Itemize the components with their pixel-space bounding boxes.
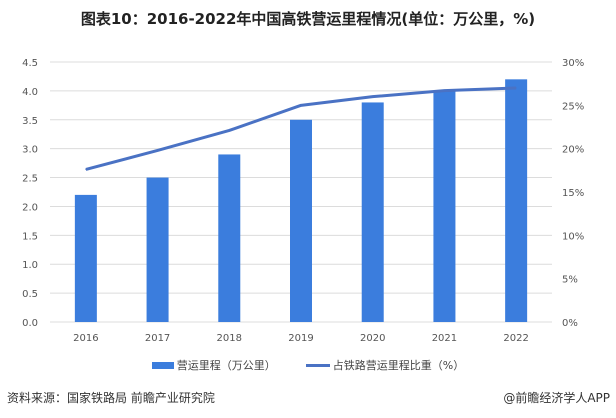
right-axis-tick: 10% (562, 231, 584, 242)
chart-title: 图表10：2016-2022年中国高铁营运里程情况(单位：万公里，%) (80, 10, 536, 28)
left-axis-tick: 3.0 (22, 145, 38, 156)
line-point-2020 (372, 96, 374, 98)
bar-2018 (218, 154, 241, 322)
left-axis-tick: 2.0 (22, 202, 38, 213)
line-point-2016 (85, 168, 87, 170)
left-axis-tick: 3.5 (22, 116, 38, 127)
legend-label-line: 占铁路营运里程比重（%） (332, 359, 465, 372)
x-axis-tick: 2021 (432, 333, 457, 344)
x-axis-tick: 2017 (145, 333, 170, 344)
legend-swatch-line (305, 363, 330, 367)
right-axis-tick: 20% (562, 145, 584, 156)
bar-2016 (74, 194, 97, 322)
line-point-2022 (515, 87, 517, 89)
legend-item-bar: 营运里程（万公里） (151, 357, 276, 373)
source-note: 资料来源：国家铁路局 前瞻产业研究院 (7, 391, 215, 405)
left-axis-tick: 4.5 (22, 58, 38, 69)
left-axis-tick: 1.0 (22, 260, 38, 271)
line-point-2017 (157, 149, 159, 151)
bar-2019 (290, 119, 312, 323)
right-axis-tick: 30% (562, 58, 584, 69)
x-axis-tick: 2016 (73, 333, 98, 344)
legend-swatch-bar (151, 361, 174, 369)
left-axis-tick: 2.5 (22, 174, 38, 185)
x-axis-tick: 2019 (288, 333, 313, 344)
x-axis-tick: 2018 (217, 333, 242, 344)
bar-2017 (146, 177, 169, 322)
left-axis-tick: 0.5 (22, 289, 38, 300)
x-axis-tick: 2020 (360, 333, 385, 344)
left-axis-tick: 4.0 (22, 87, 38, 98)
x-axis-tick: 2022 (503, 333, 528, 344)
right-axis-tick: 0% (562, 318, 578, 329)
right-axis-tick: 25% (562, 101, 584, 112)
bar-2020 (361, 102, 384, 322)
line-point-2021 (443, 90, 445, 92)
legend: 营运里程（万公里） 占铁路营运里程比重（%） (0, 357, 616, 373)
left-axis-tick: 0.0 (22, 318, 38, 329)
left-axis-tick: 1.5 (22, 231, 38, 242)
bar-2022 (505, 79, 528, 322)
bar-2021 (433, 90, 456, 322)
right-axis-tick: 15% (562, 188, 584, 199)
legend-label-bar: 营运里程（万公里） (176, 359, 276, 372)
right-axis-tick: 5% (562, 275, 578, 286)
line-point-2019 (300, 104, 302, 106)
line-point-2018 (228, 129, 230, 131)
credit-note: @前瞻经济学人APP (503, 391, 610, 405)
legend-item-line: 占铁路营运里程比重（%） (305, 357, 465, 373)
